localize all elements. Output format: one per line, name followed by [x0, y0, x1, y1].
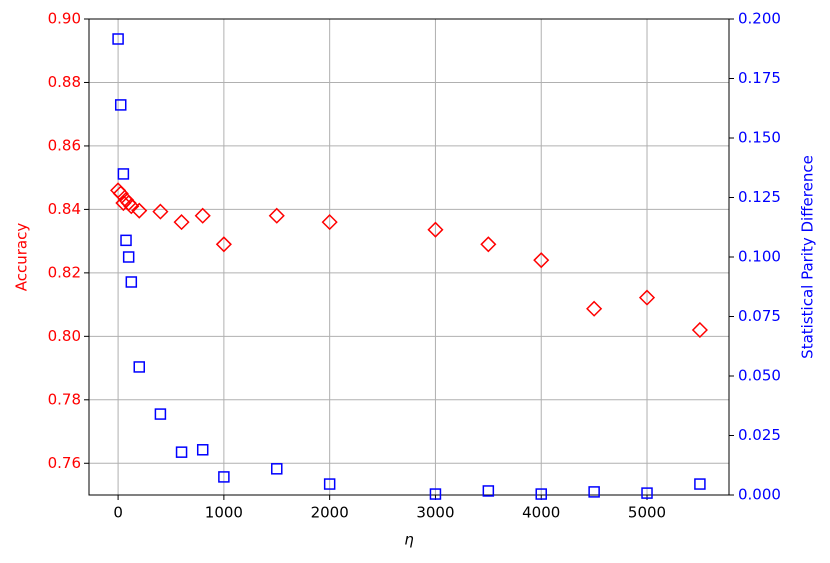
y2-axis-label: Statistical Parity Difference: [799, 155, 817, 359]
square-marker: [154, 408, 167, 420]
y2-tick-label: 0.125: [738, 188, 781, 206]
square-marker: [122, 251, 135, 263]
square-marker: [694, 478, 706, 490]
y-axis-label: Accuracy: [13, 223, 31, 292]
diamond-marker: [533, 252, 550, 269]
square-marker: [218, 471, 230, 483]
y-tick-label: 0.82: [48, 263, 81, 281]
x-tick-label: 1000: [205, 504, 243, 522]
plot-frame: [88, 18, 730, 496]
square-marker: [535, 488, 547, 500]
diamond-marker: [321, 214, 338, 231]
y2-tick-label: 0.050: [738, 367, 781, 385]
square-marker: [114, 99, 127, 111]
y-tick-label: 0.90: [48, 10, 81, 28]
square-marker: [112, 33, 124, 45]
y-tick-label: 0.86: [48, 136, 81, 154]
x-axis-label: η: [404, 531, 414, 549]
y2-tick-label: 0.200: [738, 10, 781, 28]
square-marker: [133, 361, 145, 373]
diamond-marker: [194, 207, 211, 224]
y-tick-label: 0.76: [48, 454, 81, 472]
diamond-marker: [215, 236, 232, 253]
diamond-marker: [115, 194, 132, 212]
diamond-marker: [268, 207, 285, 224]
square-marker: [271, 463, 283, 475]
square-marker: [588, 486, 600, 498]
diamond-marker: [691, 321, 708, 339]
x-tick-label: 4000: [522, 504, 560, 522]
y2-tick-label: 0.075: [738, 307, 781, 325]
diamond-marker: [638, 289, 656, 306]
x-tick-label: 3000: [416, 504, 454, 522]
x-tick-label: 2000: [311, 504, 349, 522]
diamond-marker: [123, 198, 140, 215]
square-marker: [323, 478, 336, 490]
y-tick-label: 0.80: [48, 327, 81, 345]
y-tick-label: 0.78: [48, 390, 81, 408]
square-marker: [125, 276, 138, 288]
y-tick-label: 0.88: [48, 73, 81, 91]
diamond-marker: [586, 300, 603, 317]
diamond-marker: [480, 236, 497, 253]
square-marker: [429, 488, 442, 500]
y2-tick-label: 0.000: [738, 486, 781, 504]
y2-tick-label: 0.100: [738, 248, 781, 266]
square-marker: [196, 444, 209, 456]
diamond-marker: [173, 214, 190, 231]
square-marker: [641, 487, 653, 499]
y2-tick-label: 0.175: [738, 69, 781, 87]
square-marker: [120, 234, 132, 247]
square-marker: [482, 485, 495, 497]
square-marker: [175, 446, 188, 458]
diamond-marker: [427, 221, 444, 238]
diamond-marker: [131, 202, 148, 219]
x-tick-label: 5000: [628, 504, 666, 522]
square-marker: [117, 168, 130, 180]
y-tick-label: 0.84: [48, 200, 81, 218]
diamond-marker: [152, 203, 169, 220]
y2-tick-label: 0.150: [738, 129, 781, 147]
x-tick-label: 0: [113, 504, 123, 522]
y2-tick-label: 0.025: [738, 426, 781, 444]
